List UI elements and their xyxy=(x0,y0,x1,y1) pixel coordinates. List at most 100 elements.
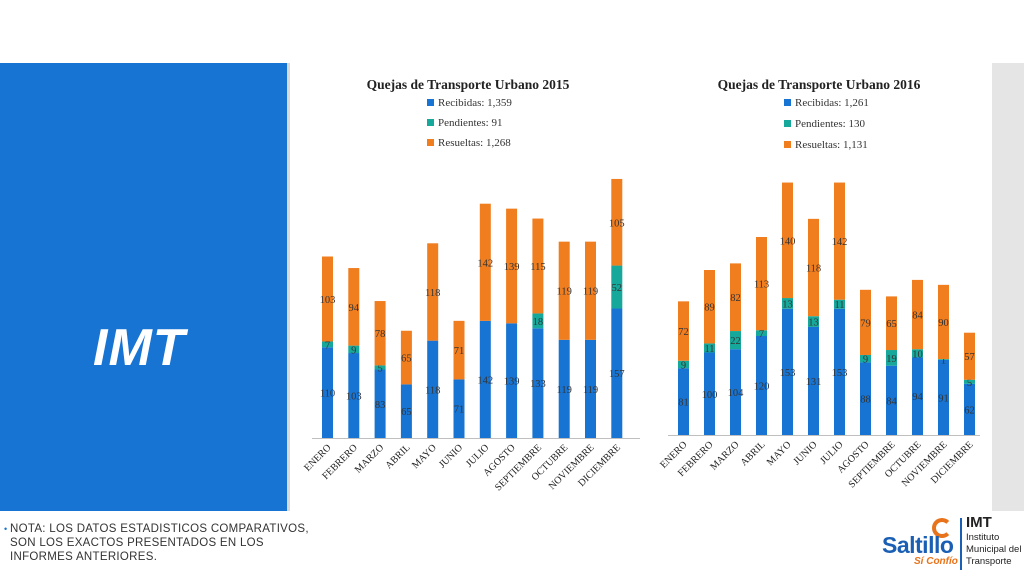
data-label: 65 xyxy=(401,407,412,418)
data-label: 89 xyxy=(704,303,715,314)
bullet-icon: • xyxy=(4,524,8,534)
data-label: 119 xyxy=(583,385,598,396)
x-tick-label: JUNIO xyxy=(791,439,819,467)
data-label: 57 xyxy=(964,352,975,363)
logo-org-full: Instituto Municipal del Transporte xyxy=(966,532,1024,568)
bar-pendientes xyxy=(756,330,767,336)
legend-swatch xyxy=(784,120,791,127)
data-label: 115 xyxy=(530,262,545,273)
bar-recibidas xyxy=(506,323,518,438)
data-label: 119 xyxy=(557,385,572,396)
data-label: 13 xyxy=(808,318,819,329)
bar-recibidas xyxy=(374,369,386,438)
data-label: 139 xyxy=(504,262,520,273)
data-label: 157 xyxy=(609,369,625,380)
bar-recibidas xyxy=(585,339,596,438)
data-label: 79 xyxy=(860,318,871,329)
x-tick-label: JUNIO xyxy=(437,442,465,470)
bar-resueltas xyxy=(400,330,412,385)
bar-pendientes xyxy=(808,316,819,327)
legend-label: Pendientes: 130 xyxy=(795,118,865,130)
data-label: 71 xyxy=(454,405,465,416)
bar-resueltas xyxy=(756,237,767,331)
bar-recibidas xyxy=(453,379,465,438)
data-label: 142 xyxy=(477,375,493,386)
bar-resueltas xyxy=(912,279,923,350)
chart-title: Quejas de Transporte Urbano 2015 xyxy=(367,77,570,92)
bar-pendientes xyxy=(611,265,623,309)
panel-divider xyxy=(287,63,290,511)
legend-label: Recibidas: 1,261 xyxy=(795,97,869,109)
bar-resueltas xyxy=(374,301,386,366)
legend-swatch xyxy=(427,139,434,146)
bar-resueltas xyxy=(611,178,623,266)
bar-resueltas xyxy=(558,241,570,340)
data-label: 118 xyxy=(425,288,440,299)
data-label: 52 xyxy=(612,283,623,294)
bar-pendientes xyxy=(348,345,360,354)
bar-resueltas xyxy=(479,203,491,321)
bar-recibidas xyxy=(479,320,491,438)
bar-pendientes xyxy=(374,365,386,370)
bar-resueltas xyxy=(808,218,819,317)
x-tick-label: MAYO xyxy=(765,439,794,468)
bar-pendientes xyxy=(704,343,715,353)
legend-label: Resueltas: 1,268 xyxy=(438,137,511,149)
bar-resueltas xyxy=(730,263,741,332)
legend-swatch xyxy=(784,99,791,106)
bar-pendientes xyxy=(322,341,333,348)
data-label: 1 xyxy=(941,356,946,367)
bar-pendientes xyxy=(964,379,975,384)
data-label: 10 xyxy=(912,349,923,360)
data-label: 19 xyxy=(886,354,897,365)
data-label: 90 xyxy=(938,318,949,329)
data-label: 5 xyxy=(377,363,382,374)
data-label: 65 xyxy=(401,354,412,365)
bar-resueltas xyxy=(427,243,439,341)
bar-pendientes xyxy=(730,331,741,350)
bar-resueltas xyxy=(834,182,845,300)
data-label: 105 xyxy=(609,218,625,229)
data-label: 88 xyxy=(860,395,871,406)
data-label: 22 xyxy=(730,336,741,347)
bar-recibidas xyxy=(558,339,570,438)
chart-title: Quejas de Transporte Urbano 2016 xyxy=(718,77,921,92)
legend-swatch xyxy=(427,119,434,126)
data-label: 84 xyxy=(912,311,923,322)
bar-recibidas xyxy=(704,352,715,435)
data-label: 7 xyxy=(325,340,330,351)
logo-org-line: Municipal del xyxy=(966,544,1022,555)
legend-label: Pendientes: 91 xyxy=(438,117,502,129)
data-label: 110 xyxy=(320,389,335,400)
data-label: 94 xyxy=(912,392,923,403)
bar-resueltas xyxy=(348,268,360,346)
data-label: 11 xyxy=(704,344,714,355)
data-label: 9 xyxy=(351,345,356,356)
right-margin-strip xyxy=(992,63,1024,511)
logo-ring-icon xyxy=(932,518,952,538)
data-label: 120 xyxy=(754,382,770,393)
bar-resueltas xyxy=(938,284,949,360)
bar-recibidas xyxy=(782,308,793,435)
data-label: 113 xyxy=(754,280,769,291)
bar-resueltas xyxy=(704,270,715,344)
data-label: 131 xyxy=(806,377,822,388)
data-label: 83 xyxy=(375,400,386,411)
footnote-text: NOTA: LOS DATOS ESTADISTICOS COMPARATIVO… xyxy=(10,523,309,563)
panel-title: IMT xyxy=(93,319,186,377)
bar-recibidas xyxy=(532,328,544,438)
imt-saltillo-logo: Saltillo Sí Confío IMT Instituto Municip… xyxy=(880,512,1024,576)
data-label: 103 xyxy=(346,392,362,403)
bar-pendientes xyxy=(912,349,923,358)
x-tick-label: MARZO xyxy=(708,439,741,472)
data-label: 71 xyxy=(454,346,465,357)
logo-org-line: Transporte xyxy=(966,556,1012,567)
data-label: 119 xyxy=(557,287,572,298)
data-label: 133 xyxy=(530,379,546,390)
bar-resueltas xyxy=(532,218,544,314)
data-label: 5 xyxy=(967,378,972,389)
data-label: 140 xyxy=(780,236,796,247)
bar-recibidas xyxy=(886,365,897,435)
bar-resueltas xyxy=(678,301,689,361)
